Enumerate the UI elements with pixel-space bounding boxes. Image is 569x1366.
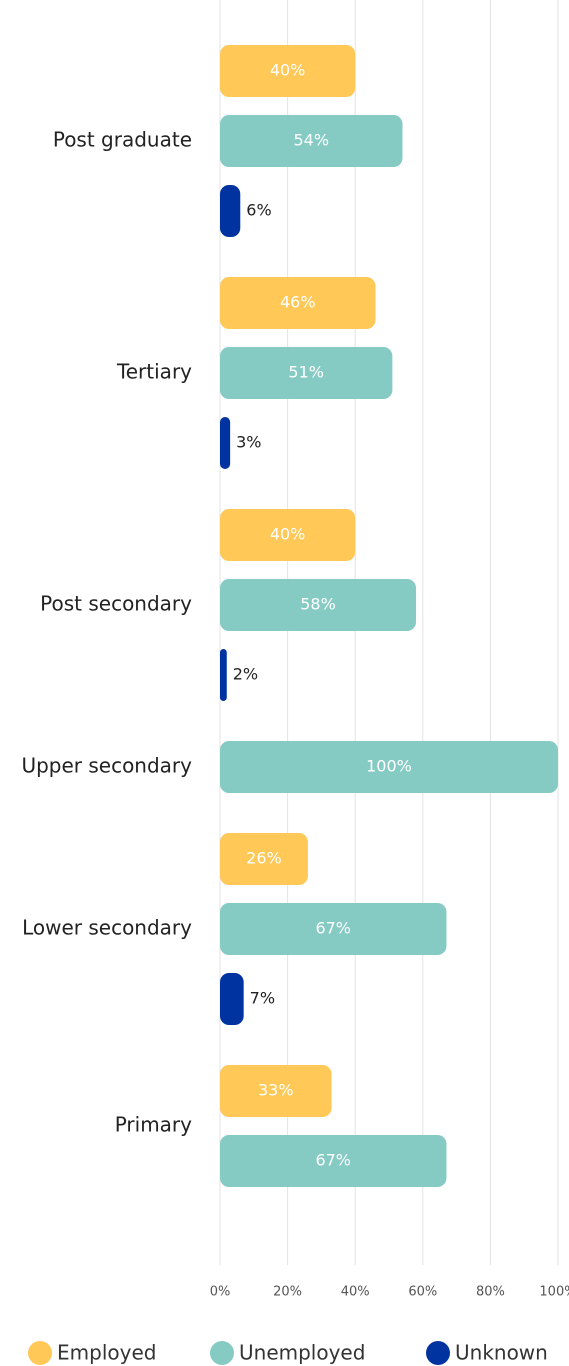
value-label: 100%: [366, 757, 412, 776]
category-label: Upper secondary: [21, 754, 192, 778]
x-tick-label: 0%: [210, 1285, 231, 1300]
bar: [220, 185, 241, 237]
value-label: 3%: [236, 433, 261, 452]
x-tick-label: 40%: [341, 1285, 370, 1300]
bar: [220, 579, 417, 631]
category-label: Lower secondary: [22, 916, 192, 940]
legend-swatch: [28, 1341, 52, 1365]
value-label: 6%: [246, 201, 271, 220]
bar: [220, 833, 308, 885]
category-label: Post secondary: [40, 592, 192, 616]
value-label: 67%: [315, 1151, 351, 1170]
value-label: 26%: [246, 849, 282, 868]
bar: [220, 741, 558, 793]
category-label: Post graduate: [53, 128, 192, 152]
bar: [220, 649, 227, 701]
legend-swatch: [210, 1341, 234, 1365]
bar: [220, 903, 447, 955]
bar: [220, 347, 393, 399]
value-label: 46%: [280, 293, 316, 312]
x-tick-label: 20%: [273, 1285, 302, 1300]
legend-label: Employed: [57, 1341, 156, 1365]
legend-swatch: [426, 1341, 450, 1365]
value-label: 51%: [288, 363, 324, 382]
x-tick-label: 100%: [539, 1285, 569, 1300]
x-tick-label: 60%: [408, 1285, 437, 1300]
category-label: Tertiary: [116, 360, 192, 384]
x-tick-label: 80%: [476, 1285, 505, 1300]
bar: [220, 509, 356, 561]
value-label: 40%: [270, 61, 306, 80]
bar: [220, 1065, 332, 1117]
bar: [220, 115, 403, 167]
bar: [220, 973, 244, 1025]
category-label: Primary: [115, 1113, 192, 1137]
legend-label: Unknown: [455, 1341, 548, 1365]
value-label: 33%: [258, 1081, 294, 1100]
value-label: 67%: [315, 919, 351, 938]
value-label: 58%: [300, 595, 336, 614]
value-label: 40%: [270, 525, 306, 544]
value-label: 54%: [293, 131, 329, 150]
bar: [220, 45, 356, 97]
bar: [220, 277, 376, 329]
value-label: 7%: [250, 989, 275, 1008]
value-label: 2%: [233, 665, 258, 684]
legend-label: Unemployed: [239, 1341, 365, 1365]
bar: [220, 1135, 447, 1187]
bar: [220, 417, 231, 469]
